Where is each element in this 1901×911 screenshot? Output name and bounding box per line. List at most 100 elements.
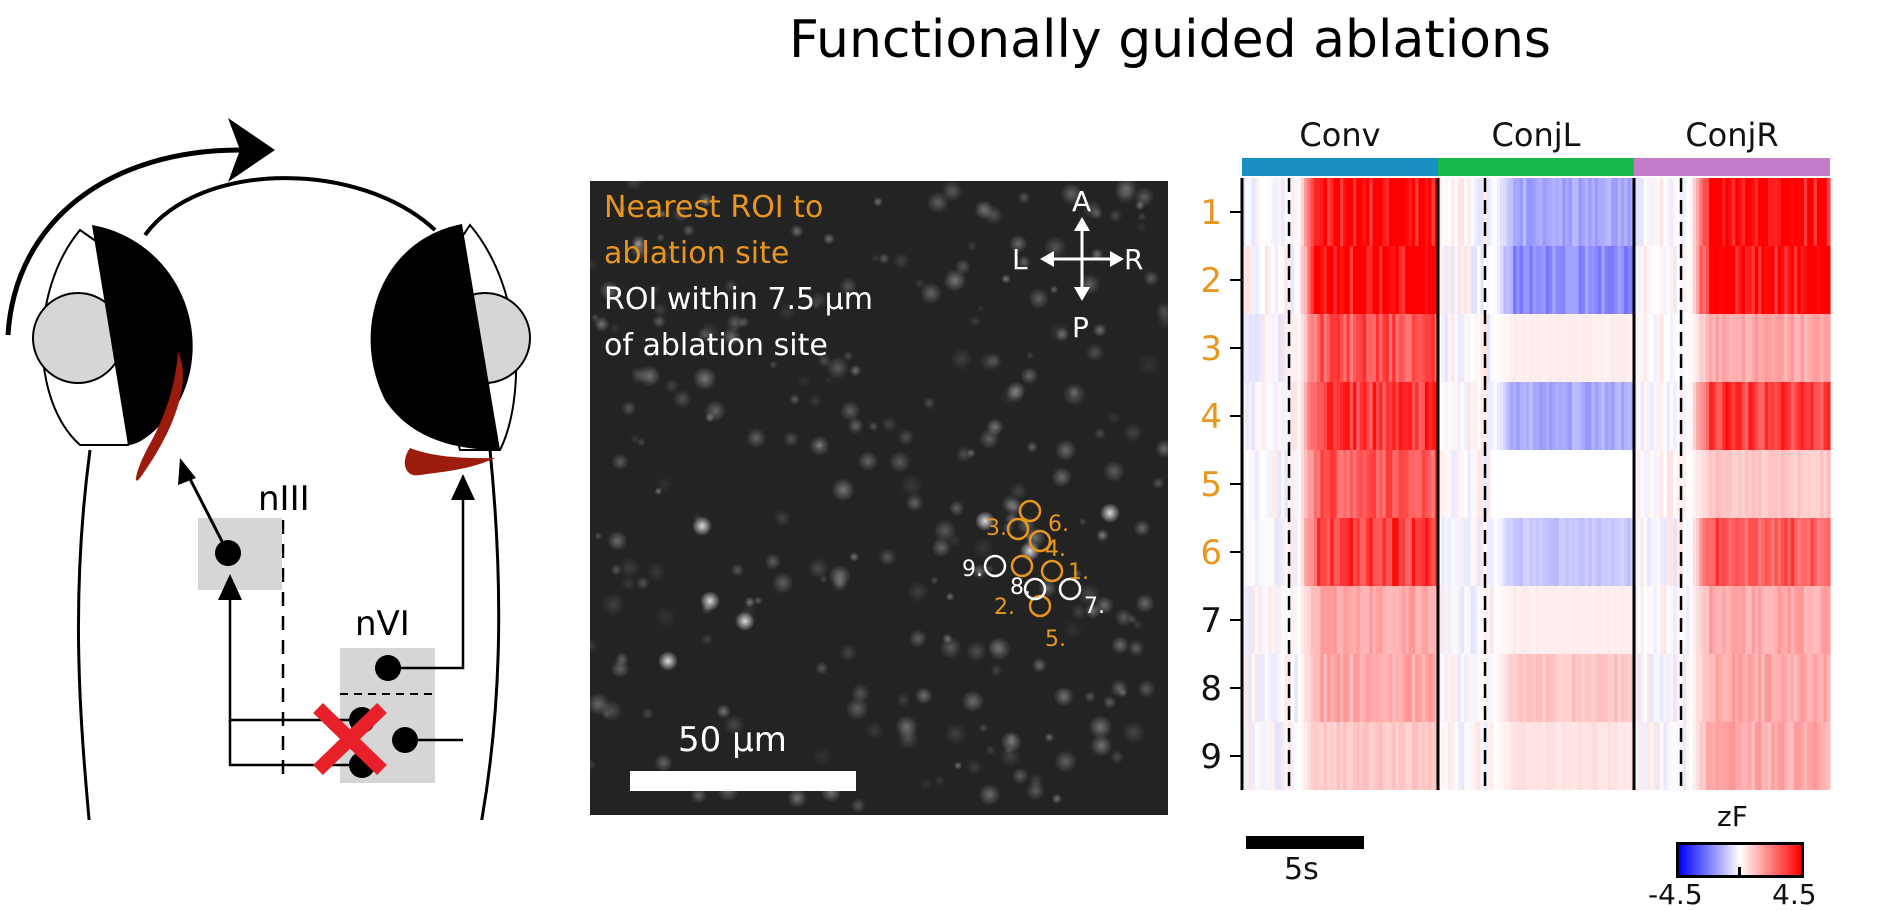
heatmap-cell [1784,246,1789,314]
heatmap-cell [1571,246,1576,314]
heatmap-cell [1245,722,1250,790]
heatmap-cell [1336,722,1341,790]
roi-label-5: 5. [1045,627,1066,652]
ablation-cross-icon [313,702,387,776]
heatmap-cell [1356,518,1361,586]
heatmap-cell [1666,654,1671,722]
cell-blob [724,279,738,293]
heatmap-cell [1362,722,1367,790]
heatmap-cell [1611,722,1615,790]
cell-blob-bright [692,516,712,536]
heatmap-cell [1313,314,1318,382]
heatmap-cell [1578,314,1583,382]
heatmap-cell [1402,382,1406,450]
colorbar-title: zF [1717,800,1748,833]
heatmap-cell [1732,178,1736,246]
heatmap-cell [1509,586,1514,654]
heatmap-cell [1588,722,1593,790]
heatmap-cell [1738,450,1743,518]
heatmap-cell [1385,178,1390,246]
heatmap-cell [1359,178,1364,246]
heatmap-cell [1542,586,1547,654]
heatmap-cell [1784,722,1789,790]
heatmap-cell [1656,586,1661,654]
heatmap-cell [1516,518,1521,586]
heatmap-cell [1313,722,1318,790]
heatmap-cell [1424,382,1429,450]
heatmap-cell [1408,722,1413,790]
cell-blob [849,364,862,377]
heatmap-cell [1781,246,1785,314]
heatmap-cell [1640,518,1645,586]
heatmap-cell [1728,654,1733,722]
heatmap-cell [1464,178,1468,246]
heatmap-cell [1487,178,1491,246]
heatmap-cell [1336,314,1341,382]
heatmap-cell [1826,246,1831,314]
colorbar-zero-tick [1738,867,1741,875]
heatmap-cell [1741,586,1746,654]
cell-blob [930,576,939,585]
heatmap-cell [1712,382,1717,450]
heatmap-cell [1591,314,1596,382]
heatmap-cell [1271,586,1276,654]
heatmap-cell [1732,722,1736,790]
heatmap-cell [1487,722,1491,790]
heatmap-cell [1781,314,1785,382]
heatmap-cell [1248,518,1253,586]
heatmap-cell [1656,722,1661,790]
scale-bar-label: 50 µm [678,720,787,760]
heatmap-cell [1375,722,1380,790]
heatmap-cell [1441,450,1446,518]
heatmap-cell [1774,314,1779,382]
heatmap-cell [1732,654,1736,722]
cell-blob [817,353,832,368]
cell-blob [899,473,924,498]
heatmap-cell [1816,246,1821,314]
heatmap-cell [1637,178,1642,246]
heatmap-cell [1294,450,1299,518]
heatmap-cell [1539,314,1544,382]
heatmap-cell [1696,654,1700,722]
heatmap-cell [1656,178,1661,246]
heatmap-cell [1294,246,1299,314]
cell-blob [777,302,797,321]
heatmap-cell [1389,178,1393,246]
heatmap-cell [1379,586,1384,654]
cell-blob [944,722,967,746]
heatmap-cell [1826,654,1831,722]
heatmap-cell [1676,178,1681,246]
heatmap-cell [1581,382,1586,450]
cell-blob [672,389,692,409]
heatmap-cell [1392,518,1397,586]
heatmap-cell [1565,382,1570,450]
cell-blob [895,715,918,738]
heatmap-cell [1745,722,1749,790]
heatmap-cell [1464,586,1468,654]
heatmap-cell [1375,586,1380,654]
heatmap-cell [1248,382,1253,450]
heatmap-cell [1673,654,1678,722]
heatmap-cell [1578,450,1583,518]
roi-label-1: 4. [1045,537,1066,562]
heatmap-cell [1738,654,1743,722]
heatmap-cell [1604,586,1609,654]
cell-blob [969,315,982,328]
heatmap-cell [1470,654,1475,722]
cell-blob [1070,603,1088,621]
heatmap-cell [1340,722,1344,790]
heatmap-cell [1389,586,1393,654]
label-nIII: nIII [258,479,310,519]
heatmap-cell [1382,382,1387,450]
roi-label-9: 9. [962,557,983,582]
heatmap-cell [1424,450,1429,518]
heatmap-cell [1673,314,1678,382]
heatmap-cell [1385,382,1390,450]
heatmap-cell [1754,518,1759,586]
heatmap-cell [1320,518,1325,586]
heatmap-cell [1470,178,1475,246]
heatmap-cell [1490,382,1495,450]
heatmap-cell [1464,518,1468,586]
heatmap-cell [1402,586,1406,654]
legend-white-line-2: of ablation site [604,328,828,363]
